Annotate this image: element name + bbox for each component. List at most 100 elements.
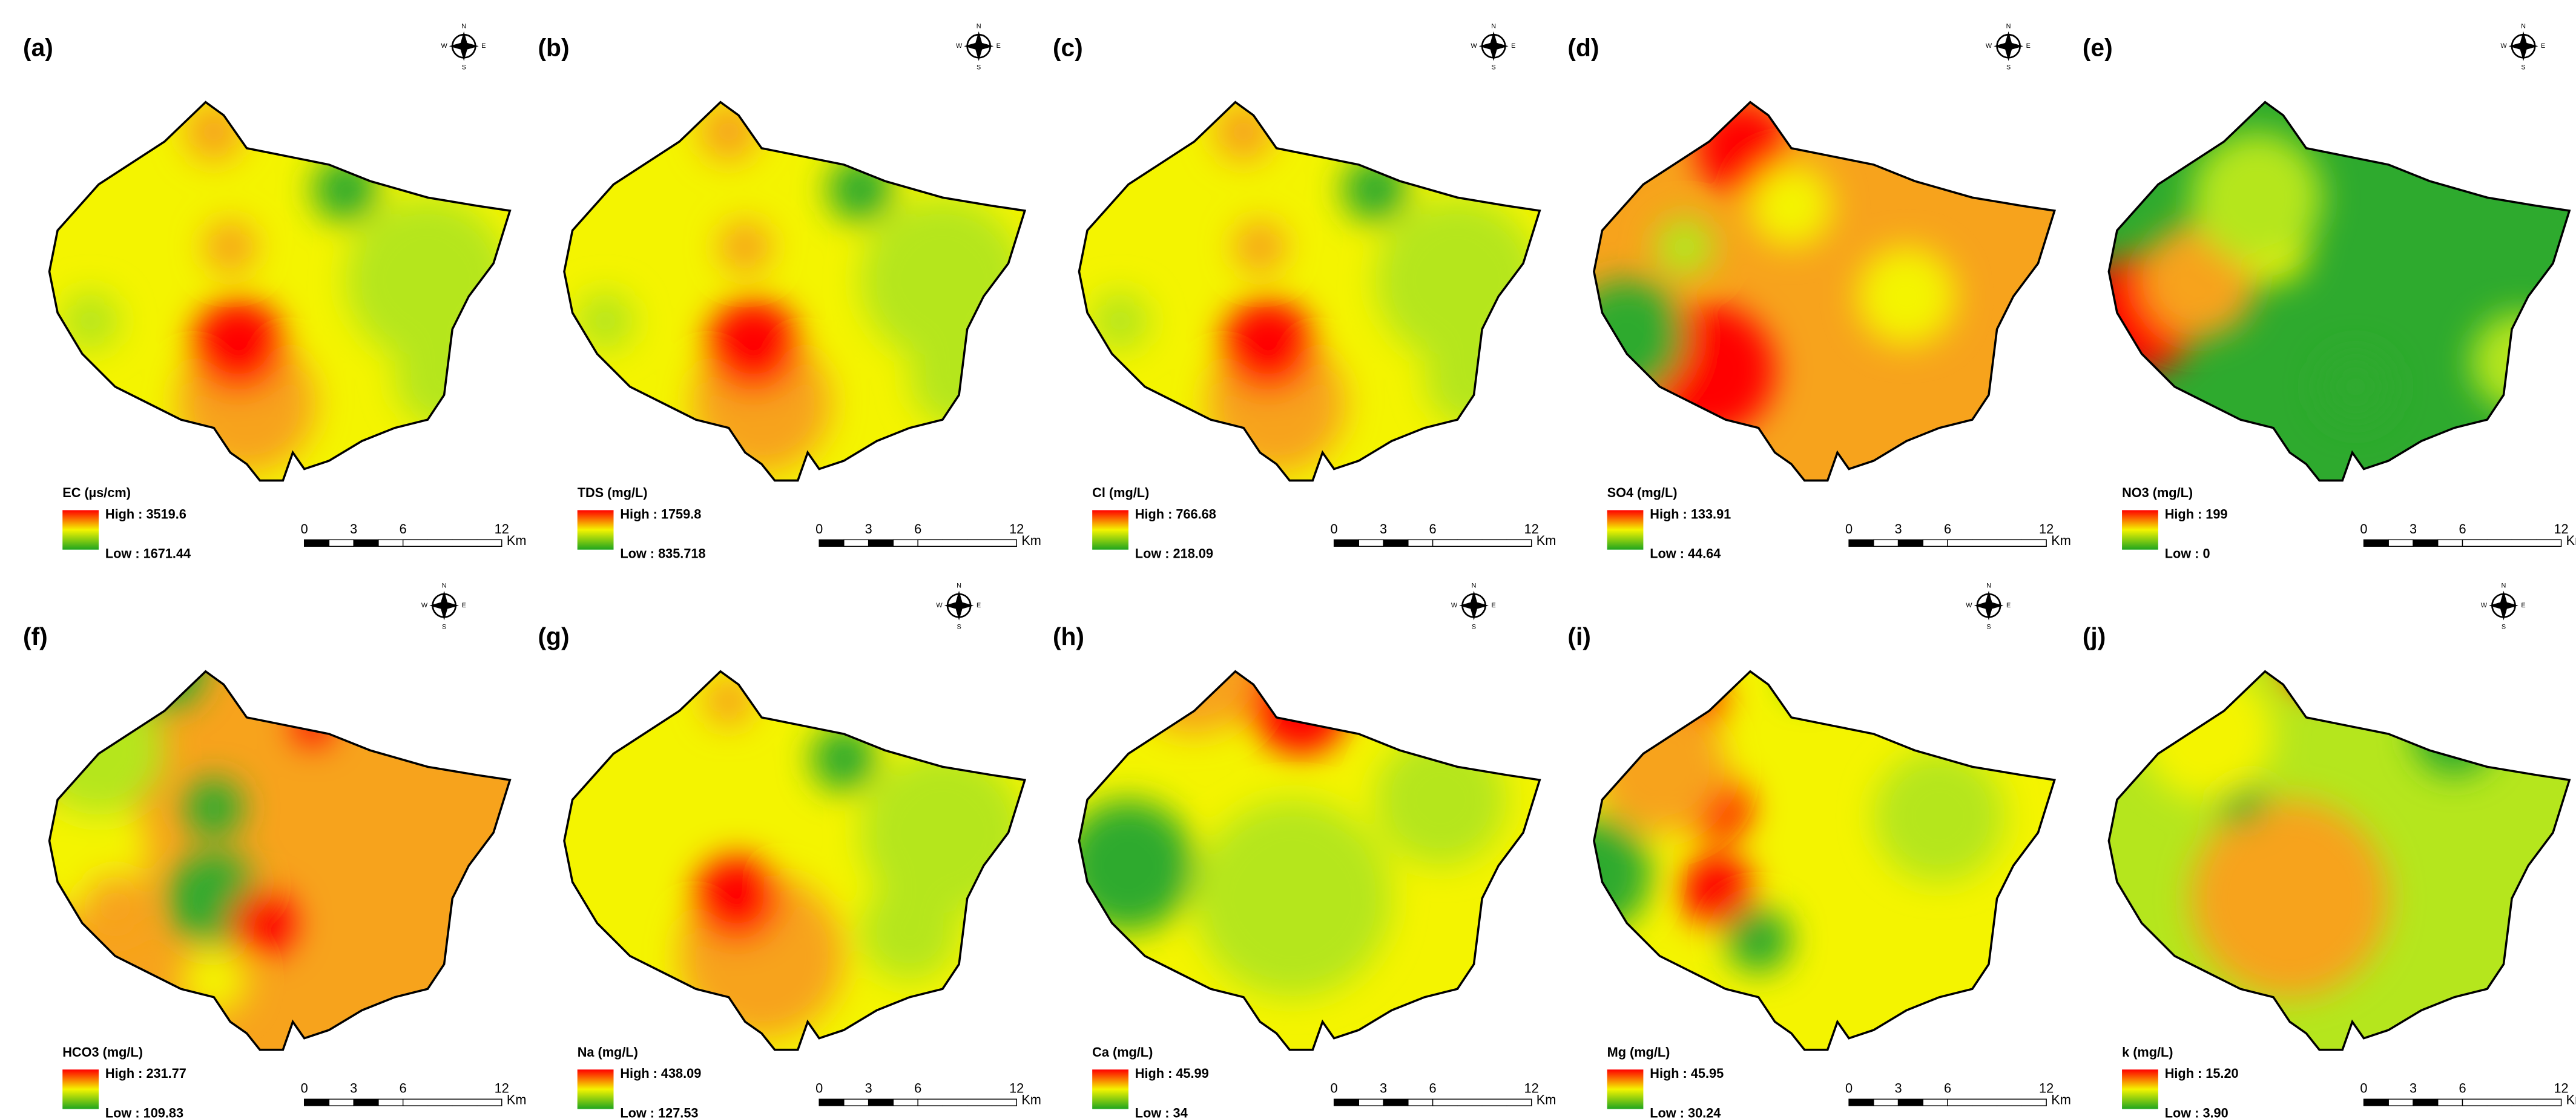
compass: N S E W — [1471, 23, 1515, 71]
map-blob — [1222, 299, 1314, 392]
map-blob — [1873, 750, 2006, 882]
compass-e: E — [1511, 42, 1515, 50]
legend-low: Low : 44.64 — [1650, 546, 1721, 561]
map-surface — [1079, 671, 1540, 1050]
panel: (e) N S E W NO3 (mg/L) High : 199 Low : 0 0 3 6 12K… — [2083, 23, 2576, 561]
scale-label: 6 — [400, 1081, 407, 1096]
map-blob — [719, 220, 772, 274]
map-surface — [2109, 671, 2570, 1050]
legend-swatch — [2122, 510, 2158, 550]
scale-segment — [1848, 1098, 1874, 1106]
compass-w: W — [441, 42, 447, 50]
legend-high: High : 766.68 — [1135, 506, 1216, 521]
map-blob — [2281, 671, 2331, 693]
scale-label: 12 — [2554, 521, 2568, 536]
compass-e: E — [2521, 602, 2525, 609]
scale-segment — [1897, 539, 1923, 547]
compass-star — [964, 31, 994, 61]
scale-label: 12 — [2039, 1081, 2054, 1096]
legend-low: Low : 109.83 — [105, 1105, 183, 1119]
panel-label: (i) — [1567, 622, 1590, 650]
map-blob — [1655, 217, 1715, 277]
map-blob — [827, 156, 894, 222]
compass-w: W — [1471, 42, 1477, 50]
map-blob — [192, 299, 285, 392]
map-surface — [49, 671, 510, 1050]
compass-e: E — [996, 42, 1001, 50]
map — [48, 101, 512, 482]
scale-segment — [2388, 1098, 2414, 1106]
map-surface — [564, 671, 1025, 1050]
legend-title: HCO3 (mg/L) — [62, 1045, 143, 1060]
compass-n: N — [2006, 23, 2011, 30]
map-blob — [180, 948, 247, 1014]
scale-segment — [353, 1098, 379, 1106]
map-blob — [2319, 350, 2392, 423]
map-blob — [2413, 693, 2495, 775]
panel-label: (e) — [2083, 33, 2113, 61]
compass-s: S — [1986, 623, 1991, 630]
scale-segment — [1922, 1098, 1948, 1106]
map-blob — [1090, 291, 1150, 351]
map — [563, 670, 1026, 1051]
scale-segment — [2462, 1098, 2562, 1106]
scale-segment — [2363, 539, 2389, 547]
compass-w: W — [956, 42, 963, 50]
scale-label: 6 — [400, 521, 407, 536]
panel-label: (j) — [2083, 622, 2106, 650]
map-blob — [1857, 246, 1956, 346]
legend-swatch — [62, 1069, 99, 1109]
scale-label: 6 — [1429, 521, 1437, 536]
compass-s: S — [462, 64, 466, 71]
scale-segment — [2462, 539, 2562, 547]
legend-high: High : 199 — [2165, 506, 2228, 521]
compass-w: W — [2500, 42, 2507, 50]
scale-label: 3 — [350, 521, 357, 536]
scale-label: 0 — [815, 521, 823, 536]
compass: N S E W — [2500, 23, 2545, 71]
compass-n: N — [461, 23, 466, 30]
scale-segment — [403, 539, 502, 547]
legend-high: High : 1759.8 — [620, 506, 701, 521]
scale-label: 12 — [495, 521, 509, 536]
scale-unit: Km — [507, 533, 527, 548]
scale-segment — [1873, 539, 1899, 547]
compass: N S E W — [956, 23, 1001, 71]
compass-star — [429, 590, 460, 621]
legend-swatch — [577, 510, 614, 550]
scale-unit: Km — [1537, 1092, 1556, 1107]
map-blob — [1750, 164, 1833, 247]
scale-segment — [917, 1098, 1017, 1106]
legend-title: Na (mg/L) — [578, 1045, 638, 1060]
map-blob — [694, 856, 780, 942]
scale-segment — [1408, 1098, 1434, 1106]
legend-low: Low : 0 — [2165, 546, 2210, 561]
scale-label: 0 — [2360, 521, 2367, 536]
compass-star — [1459, 590, 1489, 621]
scale-label: 12 — [495, 1081, 509, 1096]
panel-label: (b) — [538, 33, 569, 61]
map — [1078, 670, 1541, 1051]
map-blob — [811, 725, 877, 792]
compass-e: E — [977, 602, 981, 609]
panel: (c) N S E W Cl (mg/L) High : 766.68 Low : 218.0… — [1053, 23, 1556, 561]
compass-n: N — [2521, 23, 2526, 30]
scale-segment — [868, 1098, 894, 1106]
legend-title: Ca (mg/L) — [1092, 1045, 1153, 1060]
scale-segment — [1848, 539, 1874, 547]
scale-label: 3 — [350, 1081, 357, 1096]
panel: (f) N S E W HCO3 (mg/L) High : 231.77 Low : 109… — [23, 582, 526, 1119]
scale-label: 6 — [1944, 1081, 1951, 1096]
scale-segment — [1897, 1098, 1923, 1106]
panel-label: (c) — [1053, 33, 1083, 61]
map-blob — [2191, 799, 2389, 997]
scale-segment — [1383, 1098, 1409, 1106]
compass-e: E — [1492, 602, 1496, 609]
